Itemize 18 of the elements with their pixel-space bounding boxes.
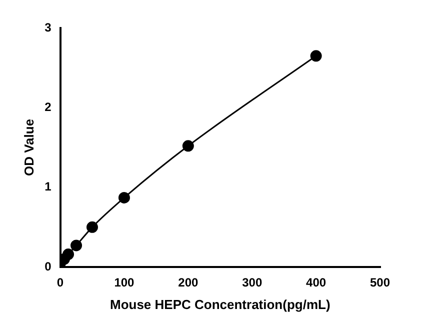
y-tick-label: 2	[44, 100, 52, 114]
y-tick-label: 0	[44, 259, 52, 274]
point	[182, 140, 194, 152]
x-tick-label: 0	[56, 276, 64, 290]
y-tick-label: 1	[44, 180, 52, 194]
point	[62, 248, 74, 260]
point	[86, 221, 98, 233]
x-tick-label: 100	[114, 276, 135, 290]
point	[118, 192, 130, 204]
x-tick-label: 300	[242, 276, 262, 290]
x-tick-label: 500	[370, 276, 390, 290]
y-tick-label: 3	[44, 20, 52, 34]
x-axis-title: Mouse HEPC Concentration(pg/mL)	[110, 296, 330, 312]
point	[70, 240, 82, 252]
point	[310, 50, 322, 62]
x-tick-label: 400	[306, 276, 326, 290]
y-axis-title: OD Value	[21, 118, 36, 176]
x-tick-label: 200	[178, 276, 198, 290]
